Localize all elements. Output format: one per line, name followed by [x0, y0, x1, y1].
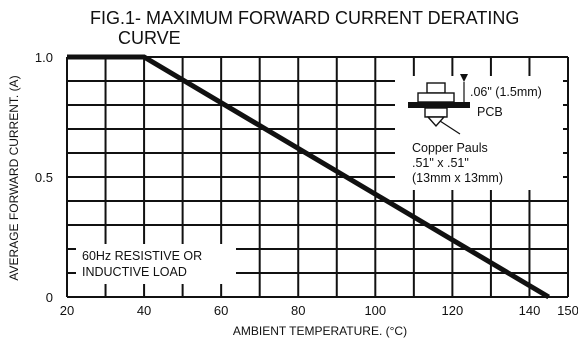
- device-body: [417, 92, 455, 103]
- x-tick-label: 100: [364, 303, 386, 318]
- pad-label-line-1: Copper Pauls: [412, 141, 488, 155]
- pcb-thickness-label: .06" (1.5mm): [470, 85, 542, 99]
- x-axis-label: AMBIENT TEMPERATURE. (°C): [233, 324, 407, 338]
- x-tick-label: 120: [442, 303, 464, 318]
- pcb-board: [408, 102, 470, 108]
- y-tick-label: 0: [46, 290, 53, 305]
- y-tick-label: 1.0: [35, 50, 53, 65]
- pad-label-line-3: (13mm x 13mm): [412, 171, 503, 185]
- title-line-1: FIG.1- MAXIMUM FORWARD CURRENT DERATING: [90, 8, 519, 28]
- y-tick-label: 0.5: [35, 170, 53, 185]
- load-note-background: [76, 244, 236, 284]
- device-leads: [424, 107, 448, 118]
- pcb-diagram-icon: [408, 74, 470, 135]
- load-note-line-1: 60Hz RESISTIVE OR: [82, 249, 202, 263]
- load-note-line-2: INDUCTIVE LOAD: [82, 265, 187, 279]
- pad-label-line-2: .51" x .51": [412, 156, 469, 170]
- tick-labels: 20 40 60 80 100 120 140 150 0 0.5 1.0: [35, 50, 578, 318]
- device-top: [426, 82, 446, 94]
- load-note: 60Hz RESISTIVE OR INDUCTIVE LOAD: [76, 244, 236, 284]
- x-tick-label: 80: [291, 303, 305, 318]
- x-tick-label: 60: [214, 303, 228, 318]
- title-line-2: CURVE: [118, 28, 181, 48]
- x-tick-label: 40: [137, 303, 151, 318]
- thickness-arrow-icon: [460, 74, 468, 82]
- pad-leader-line: [439, 120, 461, 135]
- chart-title: FIG.1- MAXIMUM FORWARD CURRENT DERATING …: [90, 8, 519, 48]
- derating-curve-line: [67, 54, 550, 300]
- pcb-inset: .06" (1.5mm) PCB Copper Pauls .51" x .51…: [395, 74, 563, 190]
- x-tick-label: 150: [557, 303, 578, 318]
- series-layer: [67, 54, 550, 300]
- x-tick-label: 140: [519, 303, 541, 318]
- y-axis-label: AVERAGE FORWARD CURRENT. (A): [7, 75, 21, 280]
- pcb-label: PCB: [477, 105, 503, 119]
- x-tick-label: 20: [60, 303, 74, 318]
